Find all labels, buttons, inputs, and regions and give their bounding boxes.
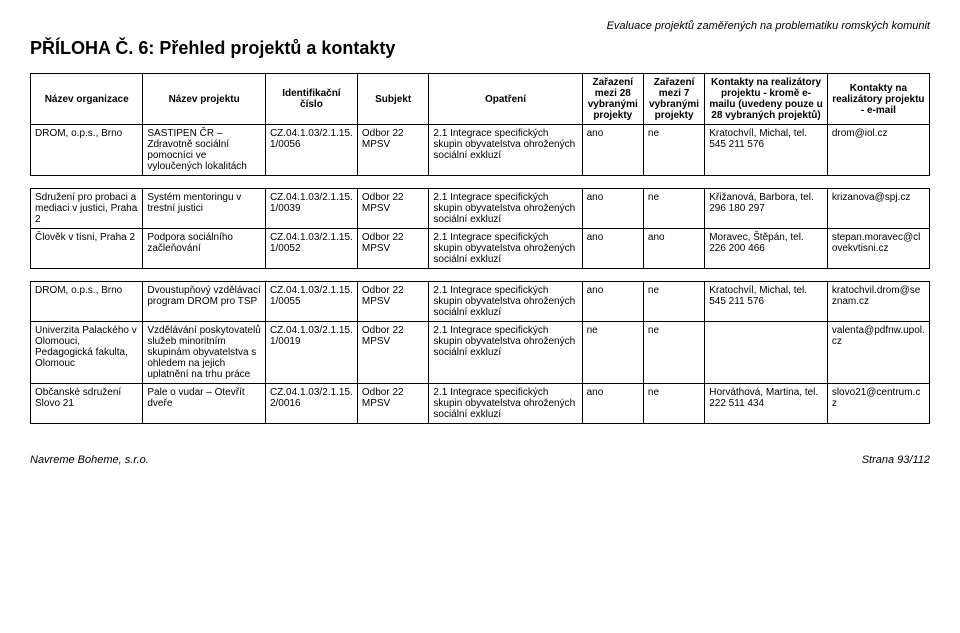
- cell-kont1: Horváthová, Martina, tel. 222 511 434: [705, 384, 828, 424]
- table-row: Člověk v tísni, Praha 2Podpora sociálníh…: [31, 229, 930, 269]
- cell-z7: ne: [643, 125, 704, 176]
- cell-kont1: Moravec, Štěpán, tel. 226 200 466: [705, 229, 828, 269]
- cell-z28: ano: [582, 189, 643, 229]
- cell-kont2: slovo21@centrum.cz: [827, 384, 929, 424]
- cell-z7: ne: [643, 189, 704, 229]
- cell-z28: ano: [582, 384, 643, 424]
- cell-id: CZ.04.1.03/2.1.15.1/0055: [265, 282, 357, 322]
- cell-id: CZ.04.1.03/2.1.15.1/0039: [265, 189, 357, 229]
- cell-org: Sdružení pro probaci a mediaci v justici…: [31, 189, 143, 229]
- cell-id: CZ.04.1.03/2.1.15.1/0052: [265, 229, 357, 269]
- table-row: DROM, o.p.s., BrnoDvoustupňový vzdělávac…: [31, 282, 930, 322]
- col-proj: Název projektu: [143, 74, 266, 125]
- cell-z7: ne: [643, 384, 704, 424]
- footer-left: Navreme Boheme, s.r.o.: [30, 454, 149, 466]
- projects-table-2: Sdružení pro probaci a mediaci v justici…: [30, 188, 930, 269]
- cell-subj: Odbor 22 MPSV: [357, 189, 429, 229]
- cell-proj: Pale o vudar – Otevřít dveře: [143, 384, 266, 424]
- page-footer: Navreme Boheme, s.r.o. Strana 93/112: [30, 454, 930, 466]
- col-kont2: Kontakty na realizátory projektu - e-mai…: [827, 74, 929, 125]
- cell-proj: Systém mentoringu v trestní justici: [143, 189, 266, 229]
- col-z7: Zařazení mezi 7 vybranými projekty: [643, 74, 704, 125]
- table-row: Univerzita Palackého v Olomouci, Pedagog…: [31, 322, 930, 384]
- projects-table-1: Název organizace Název projektu Identifi…: [30, 73, 930, 176]
- cell-opat: 2.1 Integrace specifických skupin obyvat…: [429, 282, 582, 322]
- page-title: PŘÍLOHA Č. 6: Přehled projektů a kontakt…: [30, 38, 930, 59]
- col-opat: Opatření: [429, 74, 582, 125]
- cell-opat: 2.1 Integrace specifických skupin obyvat…: [429, 189, 582, 229]
- cell-z7: ne: [643, 322, 704, 384]
- cell-opat: 2.1 Integrace specifických skupin obyvat…: [429, 229, 582, 269]
- cell-z28: ano: [582, 282, 643, 322]
- col-subj: Subjekt: [357, 74, 429, 125]
- col-org: Název organizace: [31, 74, 143, 125]
- cell-org: DROM, o.p.s., Brno: [31, 125, 143, 176]
- doc-header-right: Evaluace projektů zaměřených na problema…: [30, 20, 930, 32]
- cell-z28: ano: [582, 125, 643, 176]
- cell-kont1: Křižanová, Barbora, tel. 296 180 297: [705, 189, 828, 229]
- cell-z28: ne: [582, 322, 643, 384]
- projects-table-3: DROM, o.p.s., BrnoDvoustupňový vzdělávac…: [30, 281, 930, 424]
- cell-subj: Odbor 22 MPSV: [357, 282, 429, 322]
- cell-org: Člověk v tísni, Praha 2: [31, 229, 143, 269]
- cell-proj: SASTIPEN ČR – Zdravotně sociální pomocní…: [143, 125, 266, 176]
- cell-kont1: [705, 322, 828, 384]
- cell-opat: 2.1 Integrace specifických skupin obyvat…: [429, 322, 582, 384]
- cell-z28: ano: [582, 229, 643, 269]
- cell-id: CZ.04.1.03/2.1.15.2/0016: [265, 384, 357, 424]
- cell-subj: Odbor 22 MPSV: [357, 125, 429, 176]
- table-row: Občanské sdružení Slovo 21Pale o vudar –…: [31, 384, 930, 424]
- table-row: Sdružení pro probaci a mediaci v justici…: [31, 189, 930, 229]
- cell-subj: Odbor 22 MPSV: [357, 384, 429, 424]
- col-kont1: Kontakty na realizátory projektu - kromě…: [705, 74, 828, 125]
- cell-org: Univerzita Palackého v Olomouci, Pedagog…: [31, 322, 143, 384]
- cell-proj: Podpora sociálního začleňování: [143, 229, 266, 269]
- cell-kont2: kratochvil.drom@seznam.cz: [827, 282, 929, 322]
- cell-subj: Odbor 22 MPSV: [357, 322, 429, 384]
- cell-org: Občanské sdružení Slovo 21: [31, 384, 143, 424]
- cell-id: CZ.04.1.03/2.1.15.1/0019: [265, 322, 357, 384]
- cell-proj: Dvoustupňový vzdělávací program DROM pro…: [143, 282, 266, 322]
- table-header-row: Název organizace Název projektu Identifi…: [31, 74, 930, 125]
- cell-kont2: krizanova@spj.cz: [827, 189, 929, 229]
- cell-z7: ano: [643, 229, 704, 269]
- cell-proj: Vzdělávání poskytovatelů služeb minoritn…: [143, 322, 266, 384]
- cell-kont2: valenta@pdfnw.upol.cz: [827, 322, 929, 384]
- cell-org: DROM, o.p.s., Brno: [31, 282, 143, 322]
- cell-id: CZ.04.1.03/2.1.15.1/0056: [265, 125, 357, 176]
- col-z28: Zařazení mezi 28 vybranými projekty: [582, 74, 643, 125]
- cell-kont2: stepan.moravec@clovekvtisni.cz: [827, 229, 929, 269]
- table-row: DROM, o.p.s., BrnoSASTIPEN ČR – Zdravotn…: [31, 125, 930, 176]
- cell-kont2: drom@iol.cz: [827, 125, 929, 176]
- cell-subj: Odbor 22 MPSV: [357, 229, 429, 269]
- cell-kont1: Kratochvíl, Michal, tel. 545 211 576: [705, 125, 828, 176]
- cell-opat: 2.1 Integrace specifických skupin obyvat…: [429, 125, 582, 176]
- col-id: Identifikační číslo: [265, 74, 357, 125]
- cell-kont1: Kratochvíl, Michal, tel. 545 211 576: [705, 282, 828, 322]
- cell-opat: 2.1 Integrace specifických skupin obyvat…: [429, 384, 582, 424]
- footer-right: Strana 93/112: [862, 454, 930, 466]
- cell-z7: ne: [643, 282, 704, 322]
